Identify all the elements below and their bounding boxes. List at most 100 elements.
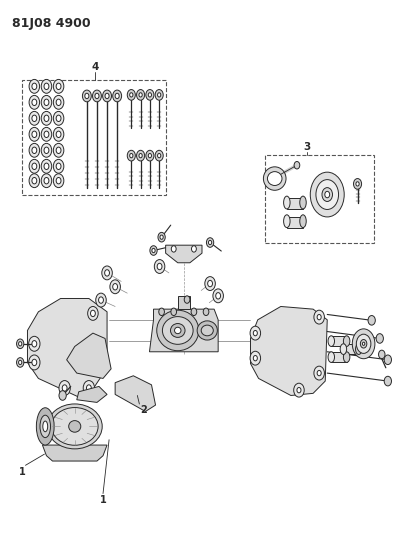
Circle shape — [41, 127, 52, 141]
Circle shape — [44, 83, 49, 90]
Circle shape — [325, 191, 330, 198]
Ellipse shape — [170, 324, 185, 337]
Circle shape — [88, 306, 98, 320]
Circle shape — [59, 381, 70, 395]
Circle shape — [250, 351, 261, 365]
Circle shape — [44, 147, 49, 154]
Ellipse shape — [263, 167, 286, 190]
Circle shape — [253, 330, 257, 336]
Circle shape — [32, 147, 37, 154]
Circle shape — [17, 358, 24, 367]
Text: 2: 2 — [140, 406, 147, 415]
Ellipse shape — [69, 421, 81, 432]
Ellipse shape — [343, 352, 350, 362]
Circle shape — [376, 334, 383, 343]
Circle shape — [154, 260, 165, 273]
Circle shape — [314, 366, 324, 380]
Circle shape — [155, 90, 163, 100]
Circle shape — [148, 154, 152, 158]
Circle shape — [53, 143, 64, 157]
Circle shape — [29, 111, 40, 125]
Circle shape — [56, 115, 61, 122]
Circle shape — [56, 83, 61, 90]
Bar — [343, 344, 359, 354]
Circle shape — [310, 172, 344, 217]
Circle shape — [32, 177, 37, 184]
Ellipse shape — [300, 196, 306, 209]
Text: 4: 4 — [91, 62, 99, 71]
Circle shape — [44, 131, 49, 138]
Circle shape — [208, 280, 213, 287]
Circle shape — [159, 308, 164, 316]
Circle shape — [191, 308, 197, 316]
Circle shape — [41, 159, 52, 173]
Circle shape — [53, 95, 64, 109]
Ellipse shape — [175, 327, 181, 334]
Circle shape — [115, 93, 119, 99]
Circle shape — [158, 232, 165, 242]
Circle shape — [203, 308, 209, 316]
Circle shape — [96, 293, 106, 307]
Circle shape — [130, 154, 133, 158]
Circle shape — [82, 90, 91, 102]
Polygon shape — [27, 298, 107, 397]
Circle shape — [206, 238, 214, 247]
Circle shape — [184, 296, 190, 303]
Circle shape — [29, 127, 40, 141]
Circle shape — [139, 154, 142, 158]
Polygon shape — [166, 245, 202, 263]
Circle shape — [62, 385, 67, 391]
Ellipse shape — [343, 336, 350, 346]
Ellipse shape — [157, 310, 199, 351]
Circle shape — [294, 383, 304, 397]
Circle shape — [19, 342, 22, 346]
Text: 1: 1 — [100, 495, 106, 505]
Circle shape — [216, 293, 221, 299]
Circle shape — [384, 376, 391, 386]
Text: 3: 3 — [303, 142, 311, 151]
Polygon shape — [115, 376, 156, 411]
Circle shape — [160, 235, 163, 239]
Circle shape — [90, 310, 95, 317]
Circle shape — [317, 314, 321, 320]
Circle shape — [150, 246, 157, 255]
Circle shape — [379, 350, 385, 359]
Circle shape — [314, 310, 324, 324]
Circle shape — [354, 179, 362, 189]
Circle shape — [137, 90, 145, 100]
Ellipse shape — [328, 336, 335, 346]
Circle shape — [157, 263, 162, 270]
Bar — [331, 336, 347, 346]
Polygon shape — [67, 333, 111, 378]
Circle shape — [44, 99, 49, 106]
Circle shape — [32, 83, 37, 90]
Circle shape — [127, 150, 135, 161]
Polygon shape — [149, 309, 218, 352]
Circle shape — [56, 163, 61, 169]
Circle shape — [102, 266, 112, 280]
Circle shape — [137, 150, 145, 161]
Bar — [287, 198, 303, 209]
Circle shape — [297, 387, 301, 393]
Circle shape — [139, 93, 142, 97]
Circle shape — [41, 95, 52, 109]
Circle shape — [41, 79, 52, 93]
Circle shape — [93, 90, 101, 102]
Circle shape — [56, 131, 61, 138]
Circle shape — [32, 359, 37, 366]
Circle shape — [253, 356, 257, 361]
Ellipse shape — [197, 321, 217, 340]
Circle shape — [208, 240, 212, 245]
Circle shape — [171, 246, 176, 252]
Circle shape — [17, 339, 24, 349]
Circle shape — [148, 93, 152, 97]
Circle shape — [105, 270, 109, 276]
Circle shape — [53, 79, 64, 93]
Text: 1: 1 — [19, 467, 25, 477]
Circle shape — [250, 326, 261, 340]
Bar — [178, 296, 190, 309]
Circle shape — [29, 159, 40, 173]
Circle shape — [29, 79, 40, 93]
Circle shape — [44, 177, 49, 184]
Bar — [287, 217, 303, 228]
